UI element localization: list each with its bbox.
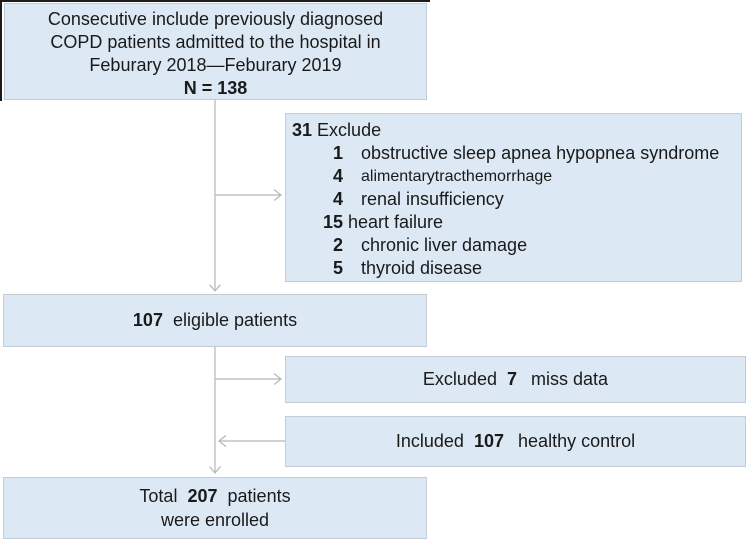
item-count: 15 [322, 212, 343, 232]
exclude-item: 5 thyroid disease [292, 257, 741, 280]
exclude-item: 2 chronic liver damage [292, 234, 741, 257]
total-line1: Total 207 patients [4, 484, 426, 508]
total-count: 207 [187, 486, 218, 506]
arrowhead-down-icon [209, 466, 221, 474]
partial-frame-top [0, 0, 430, 2]
item-label: heart failure [348, 212, 444, 232]
item-count: 1 [332, 143, 343, 163]
item-count: 5 [332, 258, 343, 278]
arrowhead-right-icon [273, 373, 282, 385]
item-label: renal insufficiency [361, 189, 504, 209]
enrollment-n: N = 138 [183, 78, 248, 98]
enrollment-line: Consecutive include previously diagnosed [47, 9, 384, 29]
included-suffix: healthy control [518, 431, 636, 451]
excluded-missdata-box: Excluded 7 miss data [285, 356, 746, 403]
total-suffix: patients [227, 486, 291, 506]
arrowhead-left-icon [218, 435, 227, 447]
included-control-box: Included 107 healthy control [285, 416, 746, 467]
enrollment-line: Feburary 2018—Feburary 2019 [89, 55, 342, 75]
exclude-label: Exclude [317, 120, 382, 140]
eligible-count: 107 [132, 310, 163, 330]
eligible-box: 107 eligible patients [3, 294, 427, 347]
partial-frame-left [0, 0, 2, 101]
excluded-count: 7 [507, 369, 518, 389]
eligible-label: eligible patients [172, 310, 298, 330]
item-label: chronic liver damage [361, 235, 528, 255]
exclude-item: 4 alimentarytracthemorrhage [292, 165, 741, 188]
total-line2: were enrolled [160, 510, 270, 530]
total-box: Total 207 patients were enrolled [3, 477, 427, 539]
item-label: alimentarytracthemorrhage [361, 168, 553, 185]
exclude-item: 15 heart failure [292, 211, 741, 234]
item-count: 4 [332, 166, 343, 186]
item-label: obstructive sleep apnea hypopnea syndrom… [361, 143, 720, 163]
item-count: 2 [332, 235, 343, 255]
excluded-prefix: Excluded [422, 369, 497, 389]
exclude-item: 1 obstructive sleep apnea hypopnea syndr… [292, 142, 741, 165]
exclude-count: 31 [292, 120, 313, 140]
included-count: 107 [473, 431, 505, 451]
exclude-item: 4 renal insufficiency [292, 188, 741, 211]
arrowhead-down-icon [209, 284, 221, 292]
included-prefix: Included [395, 431, 464, 451]
enrollment-box: Consecutive include previously diagnosed… [4, 3, 427, 100]
exclude-box: 31 Exclude 1 obstructive sleep apnea hyp… [285, 113, 742, 282]
excluded-suffix: miss data [531, 369, 609, 389]
item-label: thyroid disease [361, 258, 483, 278]
enrollment-line: COPD patients admitted to the hospital i… [50, 32, 381, 52]
arrowhead-right-icon [273, 189, 282, 201]
total-prefix: Total [139, 486, 178, 506]
item-count: 4 [332, 189, 343, 209]
exclude-header: 31 Exclude [292, 119, 741, 142]
